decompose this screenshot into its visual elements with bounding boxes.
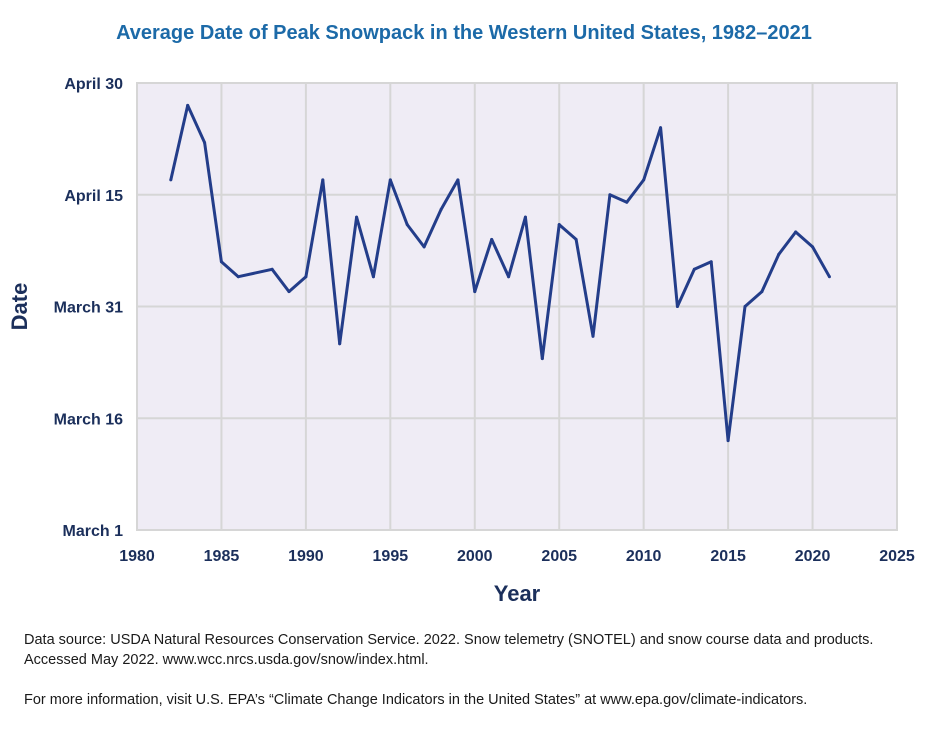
- x-tick-label: 1985: [204, 548, 240, 565]
- data-point: [523, 215, 527, 219]
- x-tick-label: 2010: [626, 548, 662, 565]
- data-point: [270, 267, 274, 271]
- data-point: [811, 245, 815, 249]
- x-tick-label: 2005: [541, 548, 577, 565]
- data-point: [692, 267, 696, 271]
- data-point: [219, 260, 223, 264]
- x-tick-label: 2020: [795, 548, 831, 565]
- data-point: [473, 290, 477, 294]
- x-tick-labels: 1980 1985 1990 1995 2000 2005 2010 2015 2020 2025: [119, 548, 915, 565]
- x-tick-label: 2000: [457, 548, 493, 565]
- data-point: [169, 178, 173, 182]
- y-tick-label: March 31: [54, 300, 123, 317]
- x-tick-label: 1995: [373, 548, 409, 565]
- data-point: [371, 275, 375, 279]
- data-point: [794, 230, 798, 234]
- data-point: [709, 260, 713, 264]
- data-point: [304, 275, 308, 279]
- data-point: [574, 237, 578, 241]
- data-point: [507, 275, 511, 279]
- x-tick-label: 1980: [119, 548, 155, 565]
- data-point: [388, 178, 392, 182]
- y-tick-label: March 1: [63, 523, 124, 540]
- data-point: [827, 275, 831, 279]
- data-point: [203, 141, 207, 145]
- data-point: [675, 305, 679, 308]
- data-point: [777, 252, 781, 256]
- data-point: [608, 193, 612, 197]
- y-tick-labels: March 1 March 16 March 31 April 15 April 30: [54, 76, 123, 540]
- y-tick-label: April 30: [64, 76, 123, 93]
- x-tick-label: 2015: [710, 548, 746, 565]
- series-layer: [169, 103, 831, 443]
- data-point: [338, 342, 342, 346]
- data-point: [743, 305, 747, 308]
- chart-area: 1980 1985 1990 1995 2000 2005 2010 2015 2020 2025…: [7, 76, 915, 606]
- source-footnote: Data source: USDA Natural Resources Cons…: [24, 632, 874, 668]
- data-point: [625, 200, 629, 204]
- data-point: [540, 357, 544, 361]
- data-point: [186, 103, 190, 107]
- chart-title: Average Date of Peak Snowpack in the Wes…: [116, 22, 812, 44]
- data-point: [236, 275, 240, 279]
- data-point: [439, 208, 443, 212]
- data-point: [405, 223, 409, 227]
- data-point: [659, 126, 663, 130]
- grid-lines: [137, 83, 897, 530]
- data-point: [321, 178, 325, 182]
- y-tick-label: March 16: [54, 411, 123, 428]
- x-axis-title: Year: [494, 581, 541, 606]
- y-tick-label: April 15: [64, 188, 123, 205]
- data-point: [490, 237, 494, 241]
- data-point: [591, 334, 595, 338]
- more-info-footnote: For more information, visit U.S. EPA’s “…: [24, 692, 808, 708]
- y-axis-title: Date: [7, 283, 32, 331]
- data-point: [355, 215, 359, 219]
- data-point: [760, 290, 764, 294]
- x-tick-label: 1990: [288, 548, 324, 565]
- data-point: [726, 439, 730, 443]
- data-point: [642, 178, 646, 182]
- x-tick-label: 2025: [879, 548, 915, 565]
- data-point: [287, 290, 291, 294]
- data-point: [422, 245, 426, 249]
- data-point: [456, 178, 460, 182]
- data-point: [557, 223, 561, 227]
